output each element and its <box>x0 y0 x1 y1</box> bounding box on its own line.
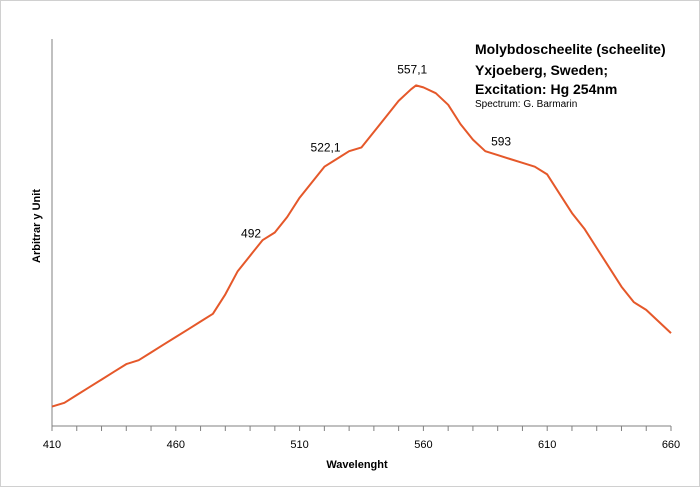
peak-label: 492 <box>241 227 261 241</box>
x-ticks: 410 460 510 560 610 660 <box>43 426 680 451</box>
chart-title-line-2: Yxjoeberg, Sweden; <box>475 62 609 78</box>
peak-label: 593 <box>491 134 511 148</box>
series-line <box>51 84 672 408</box>
axes <box>51 39 671 427</box>
x-tick-label: 460 <box>167 439 185 451</box>
peak-label: 522,1 <box>311 140 341 154</box>
x-tick-label: 410 <box>43 439 61 451</box>
chart-title-line-3: Excitation: Hg 254nm <box>475 81 618 97</box>
peak-label: 557,1 <box>397 63 427 77</box>
x-tick-label: 610 <box>538 439 556 451</box>
x-axis-label: Wavelenght <box>326 459 388 471</box>
x-tick-label: 510 <box>290 439 308 451</box>
chart-subtitle: Spectrum: G. Barmarin <box>475 99 578 110</box>
y-axis-label: Arbitrar y Unit <box>31 189 43 263</box>
x-tick-label: 660 <box>662 439 680 451</box>
chart-title-line-1: Molybdoscheelite (scheelite) <box>475 41 666 57</box>
peak-labels: 492 522,1 557,1 593 <box>241 63 511 241</box>
x-tick-label: 560 <box>414 439 432 451</box>
